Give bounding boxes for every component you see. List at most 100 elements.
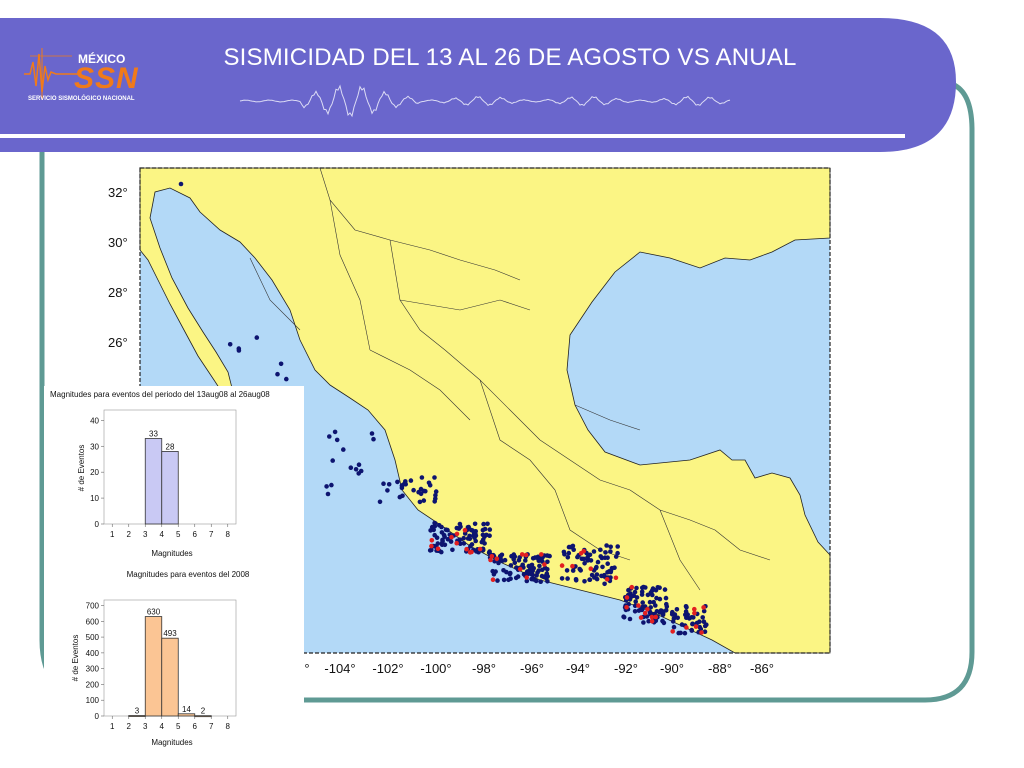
event-marker	[434, 535, 440, 540]
event-marker	[417, 499, 423, 505]
histogram-bar	[177, 713, 196, 717]
event-marker-period	[517, 566, 523, 572]
longitude-label: -88°	[708, 661, 732, 676]
event-marker	[613, 554, 619, 559]
event-marker	[461, 541, 467, 546]
event-marker-period	[613, 575, 619, 581]
event-marker	[487, 533, 492, 538]
x-tick-label: 7	[209, 530, 214, 539]
event-marker	[450, 547, 455, 553]
event-marker	[526, 563, 532, 569]
event-marker	[461, 535, 467, 541]
event-marker	[462, 531, 468, 536]
event-marker	[535, 556, 541, 562]
event-marker	[473, 538, 479, 544]
event-marker	[586, 557, 591, 563]
longitude-label: -86°	[750, 661, 774, 676]
event-marker	[626, 587, 631, 593]
event-marker	[432, 521, 438, 526]
x-tick-label: 3	[143, 722, 148, 731]
event-marker	[700, 615, 705, 620]
event-marker	[595, 559, 601, 565]
event-marker	[402, 481, 407, 487]
y-tick-label: 0	[95, 712, 100, 721]
event-marker-period	[645, 607, 650, 612]
event-marker	[520, 562, 525, 568]
histogram-bar	[128, 715, 146, 717]
event-marker-period	[489, 554, 495, 559]
event-marker	[599, 555, 605, 561]
event-marker	[469, 527, 474, 533]
event-marker	[356, 462, 362, 468]
event-marker	[381, 481, 386, 487]
event-marker	[605, 555, 610, 560]
y-tick-label: 100	[86, 696, 100, 705]
event-marker	[545, 559, 550, 565]
event-marker	[565, 576, 570, 581]
event-marker	[480, 532, 486, 538]
y-tick-label: 700	[86, 602, 100, 611]
event-marker	[386, 482, 392, 487]
event-marker-period	[454, 540, 460, 546]
event-marker-period	[588, 566, 594, 571]
x-tick-label: 5	[176, 722, 181, 731]
event-marker	[512, 560, 518, 566]
histogram-bar	[161, 451, 179, 525]
event-marker	[663, 595, 669, 601]
x-tick-label: 2	[127, 530, 132, 539]
event-marker	[537, 563, 542, 569]
event-marker-period	[477, 546, 483, 552]
event-marker	[439, 530, 445, 535]
event-marker-period	[692, 610, 697, 616]
event-marker-period	[488, 557, 493, 563]
y-tick-label: 600	[86, 617, 100, 626]
x-tick-label: 8	[226, 530, 231, 539]
event-marker	[369, 431, 375, 436]
event-marker-period	[624, 605, 629, 610]
event-marker	[472, 521, 478, 527]
event-marker	[682, 630, 688, 636]
event-marker	[524, 578, 530, 584]
event-marker	[324, 484, 329, 489]
bar-value-label: 28	[166, 442, 175, 451]
event-marker	[227, 342, 233, 347]
event-marker	[416, 489, 421, 495]
event-marker	[657, 596, 663, 602]
histogram-year: Magnitudes para eventos del 2008 Magnitu…	[44, 566, 304, 756]
event-marker	[275, 371, 280, 377]
longitude-label: -100°	[420, 661, 451, 676]
event-marker	[433, 493, 438, 498]
bar-value-label: 493	[163, 629, 177, 638]
event-marker	[467, 533, 472, 539]
event-marker	[433, 489, 439, 494]
event-marker	[348, 465, 354, 471]
x-tick-label: 3	[143, 530, 148, 539]
x-tick-label: 6	[193, 722, 198, 731]
logo-subtitle: SERVICIO SISMOLÓGICO NACIONAL	[28, 96, 135, 102]
title-banner	[0, 18, 956, 152]
y-tick-label: 0	[95, 520, 100, 529]
event-marker-period	[684, 625, 689, 630]
latitude-label: 28°	[108, 285, 128, 300]
event-marker	[353, 467, 359, 472]
event-marker	[544, 571, 550, 576]
event-marker	[408, 478, 414, 483]
event-marker	[330, 458, 335, 463]
event-marker	[615, 544, 620, 549]
event-marker-period	[464, 546, 469, 552]
event-marker-period	[542, 562, 547, 567]
event-marker	[466, 524, 472, 530]
event-marker	[458, 524, 463, 529]
event-marker	[594, 576, 600, 582]
event-marker-period	[519, 552, 525, 557]
event-marker-period	[578, 551, 584, 556]
event-marker	[664, 604, 670, 609]
y-tick-label: 40	[90, 416, 99, 425]
event-marker	[545, 553, 550, 558]
event-marker	[587, 552, 593, 558]
bar-value-label: 2	[201, 707, 206, 716]
event-marker	[284, 376, 289, 382]
event-marker	[482, 541, 487, 546]
event-marker	[432, 475, 437, 480]
